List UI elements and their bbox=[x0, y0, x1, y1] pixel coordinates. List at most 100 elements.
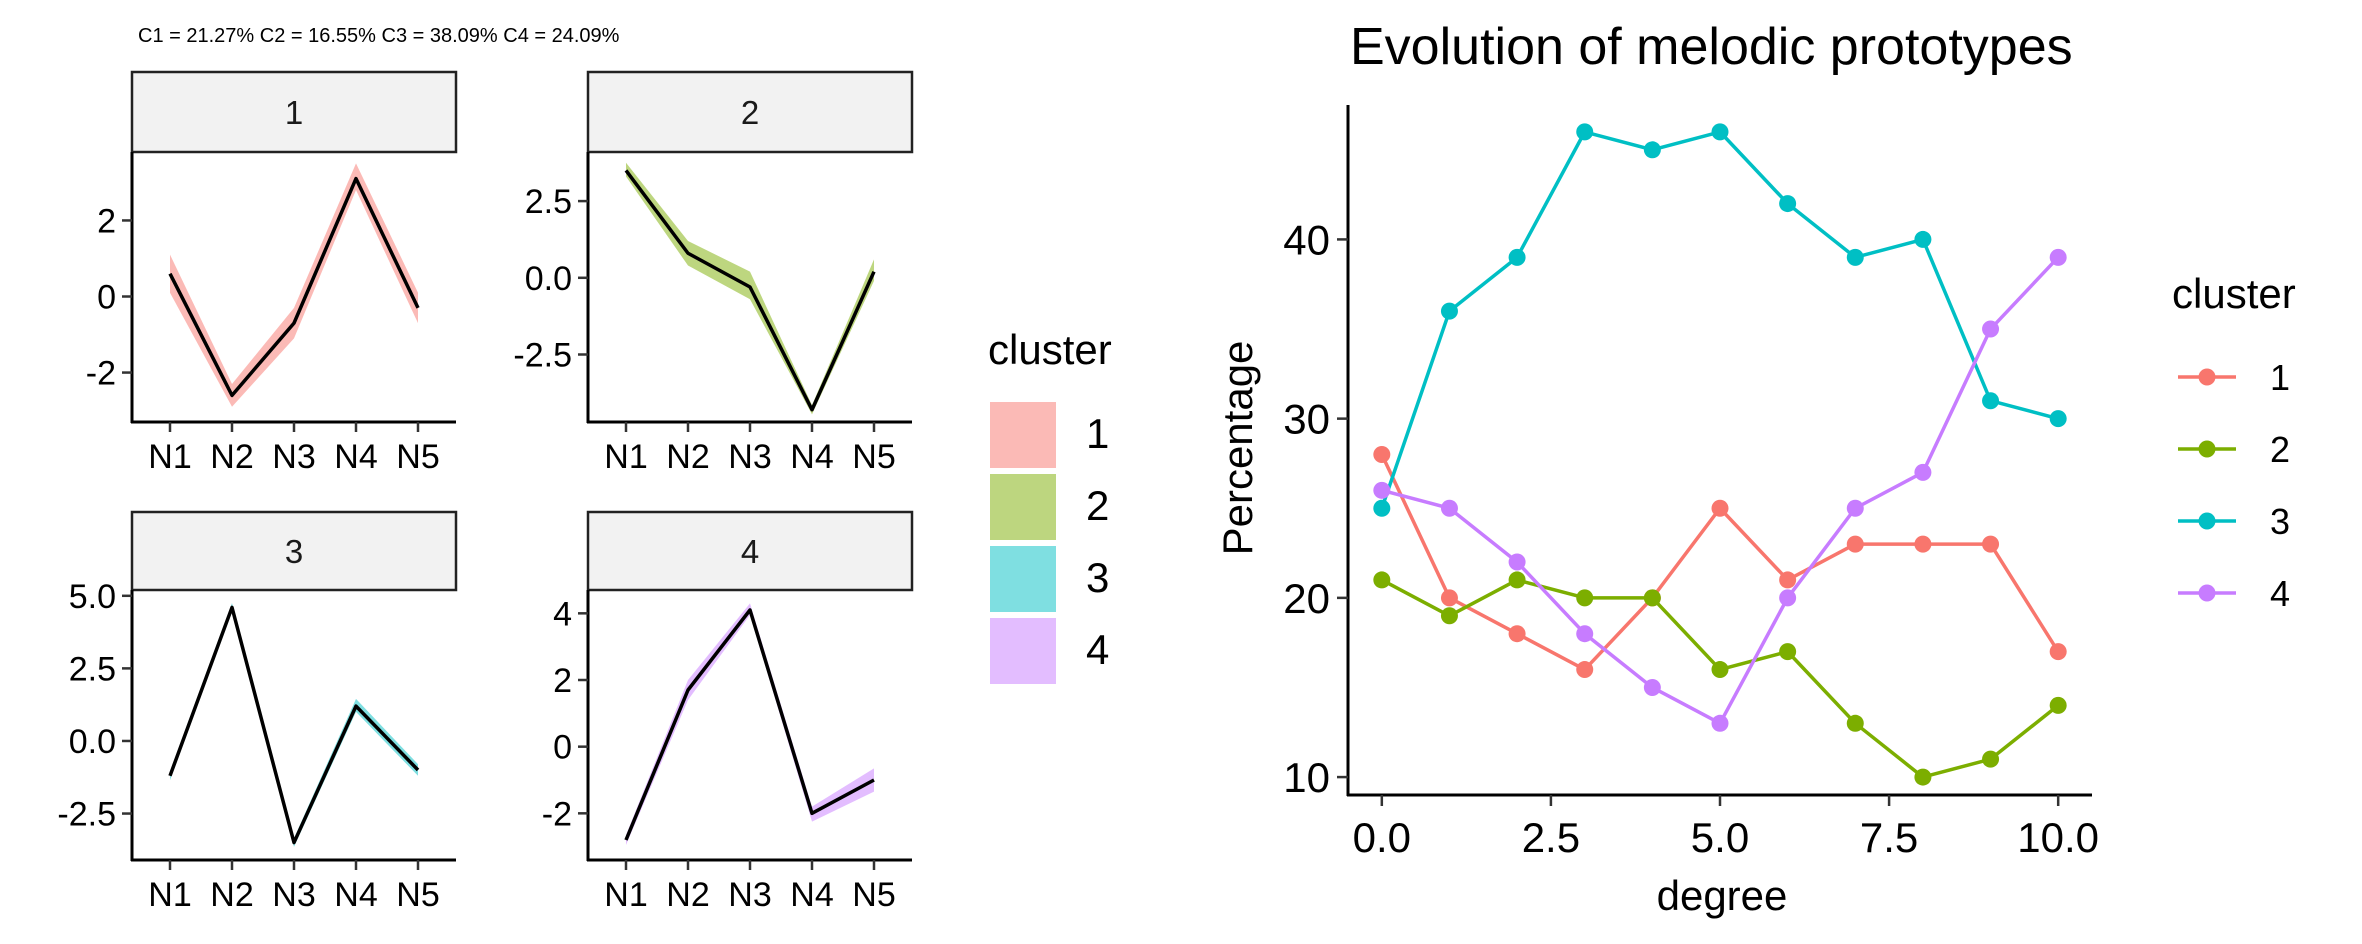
series-point-4 bbox=[1982, 320, 2000, 338]
left-legend-key-1 bbox=[990, 402, 1056, 468]
series-point-2 bbox=[1846, 714, 1864, 732]
series-point-3 bbox=[1914, 230, 1932, 248]
series-point-2 bbox=[1711, 661, 1729, 679]
left-legend-label-2: 2 bbox=[1086, 482, 1109, 529]
main-y-tick-label: 20 bbox=[1283, 575, 1330, 622]
facet-y-tick-label-2: -2.5 bbox=[513, 337, 572, 375]
facet-panels: 1 -2 0 2 N1 N2 N3 N4 N5 2 -2.5 0.0 2.5 N1 N2 N3 N4 N5 3 -2.… bbox=[57, 70, 914, 914]
series-point-3 bbox=[1779, 195, 1797, 213]
facet-strip-label-1: 1 bbox=[285, 94, 303, 131]
facet-y-tick-label-4: 4 bbox=[553, 595, 572, 633]
left-legend-keys: 1 2 3 4 bbox=[990, 402, 1109, 684]
right-legend-keys: 1 2 3 4 bbox=[2178, 357, 2290, 614]
facet-panel-1: 1 -2 0 2 N1 N2 N3 N4 N5 bbox=[86, 70, 458, 476]
series-line-3 bbox=[1380, 130, 2059, 509]
series-point-2 bbox=[1914, 768, 1932, 786]
right-legend-label-1: 1 bbox=[2270, 357, 2290, 398]
series-point-1 bbox=[2049, 643, 2067, 661]
series-point-1 bbox=[1982, 535, 2000, 553]
facet-x-tick-label-1: N5 bbox=[396, 438, 439, 476]
facet-x-tick-label-1: N2 bbox=[210, 438, 253, 476]
series-line-2 bbox=[1380, 578, 2060, 779]
facet-panel-2: 2 -2.5 0.0 2.5 N1 N2 N3 N4 N5 bbox=[513, 70, 914, 476]
facet-band-3 bbox=[170, 603, 418, 847]
right-legend-label-2: 2 bbox=[2270, 429, 2290, 470]
facet-x-tick-label-3: N2 bbox=[210, 876, 253, 914]
main-axes: 10 20 30 40 0.0 2.5 5.0 7.5 10.0 bbox=[1283, 105, 2099, 861]
facet-strip-2 bbox=[586, 70, 914, 154]
series-point-1 bbox=[1440, 589, 1458, 607]
x-axis-label: degree bbox=[1657, 872, 1788, 919]
series-point-2 bbox=[1779, 643, 1797, 661]
right-legend-point-3 bbox=[2198, 512, 2216, 530]
series-point-1 bbox=[1779, 571, 1797, 589]
right-legend-label-3: 3 bbox=[2270, 501, 2290, 542]
series-point-3 bbox=[1576, 123, 1594, 141]
facet-y-tick-label-3: -2.5 bbox=[57, 796, 116, 834]
series-point-1 bbox=[1373, 445, 1391, 463]
right-legend-point-1 bbox=[2198, 368, 2216, 386]
facet-x-tick-label-3: N1 bbox=[148, 876, 191, 914]
series-point-4 bbox=[1914, 463, 1932, 481]
series-line-4 bbox=[1381, 256, 2060, 726]
facet-x-tick-label-4: N4 bbox=[790, 876, 833, 914]
facet-x-tick-label-4: N2 bbox=[666, 876, 709, 914]
left-legend: cluster 1 2 3 4 bbox=[988, 326, 1112, 684]
facet-y-tick-label-3: 0.0 bbox=[69, 723, 116, 761]
facet-line-2 bbox=[624, 169, 876, 412]
series-point-4 bbox=[2049, 248, 2067, 266]
right-legend-point-4 bbox=[2198, 584, 2216, 602]
left-legend-label-1: 1 bbox=[1086, 410, 1109, 457]
facet-line-3 bbox=[168, 605, 420, 845]
facet-y-tick-label-2: 0.0 bbox=[525, 260, 572, 298]
chart-title: Evolution of melodic prototypes bbox=[1350, 18, 2073, 76]
facet-band-4 bbox=[626, 603, 874, 845]
series-point-2 bbox=[2049, 696, 2067, 714]
series-point-4 bbox=[1440, 499, 1458, 517]
facet-y-tick-label-1: -2 bbox=[86, 355, 116, 393]
series-point-4 bbox=[1373, 481, 1391, 499]
facet-x-tick-label-1: N3 bbox=[272, 438, 315, 476]
facet-line-4 bbox=[624, 608, 875, 841]
main-x-tick-label: 2.5 bbox=[1522, 814, 1580, 861]
right-legend-point-2 bbox=[2198, 440, 2216, 458]
facet-strip-label-2: 2 bbox=[741, 94, 759, 131]
series-point-2 bbox=[1982, 750, 2000, 768]
left-legend-key-4 bbox=[990, 618, 1056, 684]
facet-x-tick-label-2: N3 bbox=[728, 438, 771, 476]
series-point-4 bbox=[1508, 553, 1526, 571]
series-point-1 bbox=[1576, 661, 1594, 679]
right-legend: cluster 1 2 3 4 bbox=[2172, 270, 2296, 614]
left-legend-label-3: 3 bbox=[1086, 554, 1109, 601]
series-point-2 bbox=[1576, 589, 1594, 607]
facet-panel-3: 3 -2.5 0.0 2.5 5.0 N1 N2 N3 N4 N5 bbox=[57, 510, 458, 914]
series-point-3 bbox=[1440, 302, 1458, 320]
main-x-tick-label: 10.0 bbox=[2017, 814, 2099, 861]
facet-y-tick-label-2: 2.5 bbox=[525, 183, 572, 221]
left-legend-label-4: 4 bbox=[1086, 626, 1109, 673]
facet-x-tick-label-4: N3 bbox=[728, 876, 771, 914]
series-2 bbox=[1373, 571, 2067, 786]
facet-x-tick-label-1: N1 bbox=[148, 438, 191, 476]
series-line-1 bbox=[1380, 453, 2060, 672]
series-point-2 bbox=[1440, 607, 1458, 625]
facet-strip-3 bbox=[130, 510, 458, 592]
left-legend-key-2 bbox=[990, 474, 1056, 540]
right-legend-label-4: 4 bbox=[2270, 573, 2290, 614]
series-point-1 bbox=[1846, 535, 1864, 553]
y-axis-label: Percentage bbox=[1214, 341, 1261, 556]
facet-x-tick-label-2: N2 bbox=[666, 438, 709, 476]
series-1 bbox=[1373, 445, 2067, 679]
series-point-4 bbox=[1711, 714, 1729, 732]
facet-strip-1 bbox=[130, 70, 458, 154]
facet-y-tick-label-3: 5.0 bbox=[69, 578, 116, 616]
facet-strip-label-4: 4 bbox=[741, 533, 759, 570]
facet-y-tick-label-3: 2.5 bbox=[69, 650, 116, 688]
series-point-3 bbox=[1373, 499, 1391, 517]
facet-y-tick-label-4: -2 bbox=[542, 795, 572, 833]
facet-band-1 bbox=[170, 163, 418, 407]
series-point-1 bbox=[1914, 535, 1932, 553]
facet-line-1 bbox=[168, 176, 420, 398]
series-point-3 bbox=[1711, 123, 1729, 141]
